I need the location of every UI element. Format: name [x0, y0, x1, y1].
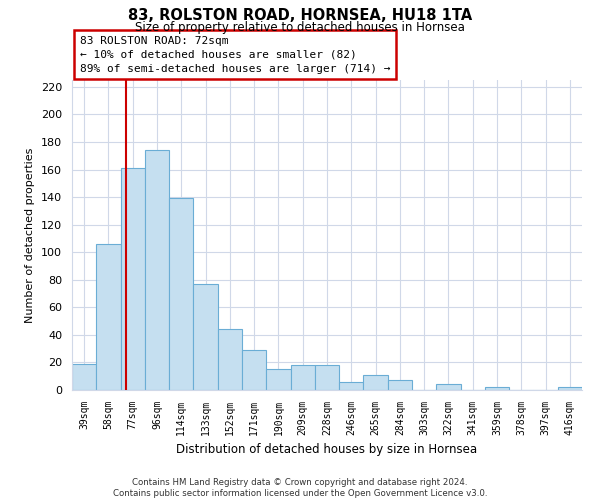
Bar	[339, 382, 364, 390]
Text: 83, ROLSTON ROAD, HORNSEA, HU18 1TA: 83, ROLSTON ROAD, HORNSEA, HU18 1TA	[128, 8, 472, 22]
Text: Size of property relative to detached houses in Hornsea: Size of property relative to detached ho…	[135, 21, 465, 34]
Bar	[145, 150, 169, 390]
Bar	[218, 330, 242, 390]
Bar	[558, 387, 582, 390]
Bar	[169, 198, 193, 390]
Bar	[290, 365, 315, 390]
Bar	[72, 364, 96, 390]
Bar	[266, 370, 290, 390]
Bar	[96, 244, 121, 390]
Bar	[436, 384, 461, 390]
Bar	[315, 365, 339, 390]
X-axis label: Distribution of detached houses by size in Hornsea: Distribution of detached houses by size …	[176, 444, 478, 456]
Bar	[193, 284, 218, 390]
Bar	[364, 375, 388, 390]
Bar	[121, 168, 145, 390]
Text: 83 ROLSTON ROAD: 72sqm
← 10% of detached houses are smaller (82)
89% of semi-det: 83 ROLSTON ROAD: 72sqm ← 10% of detached…	[80, 36, 390, 74]
Bar	[242, 350, 266, 390]
Y-axis label: Number of detached properties: Number of detached properties	[25, 148, 35, 322]
Bar	[485, 387, 509, 390]
Bar	[388, 380, 412, 390]
Text: Contains HM Land Registry data © Crown copyright and database right 2024.
Contai: Contains HM Land Registry data © Crown c…	[113, 478, 487, 498]
